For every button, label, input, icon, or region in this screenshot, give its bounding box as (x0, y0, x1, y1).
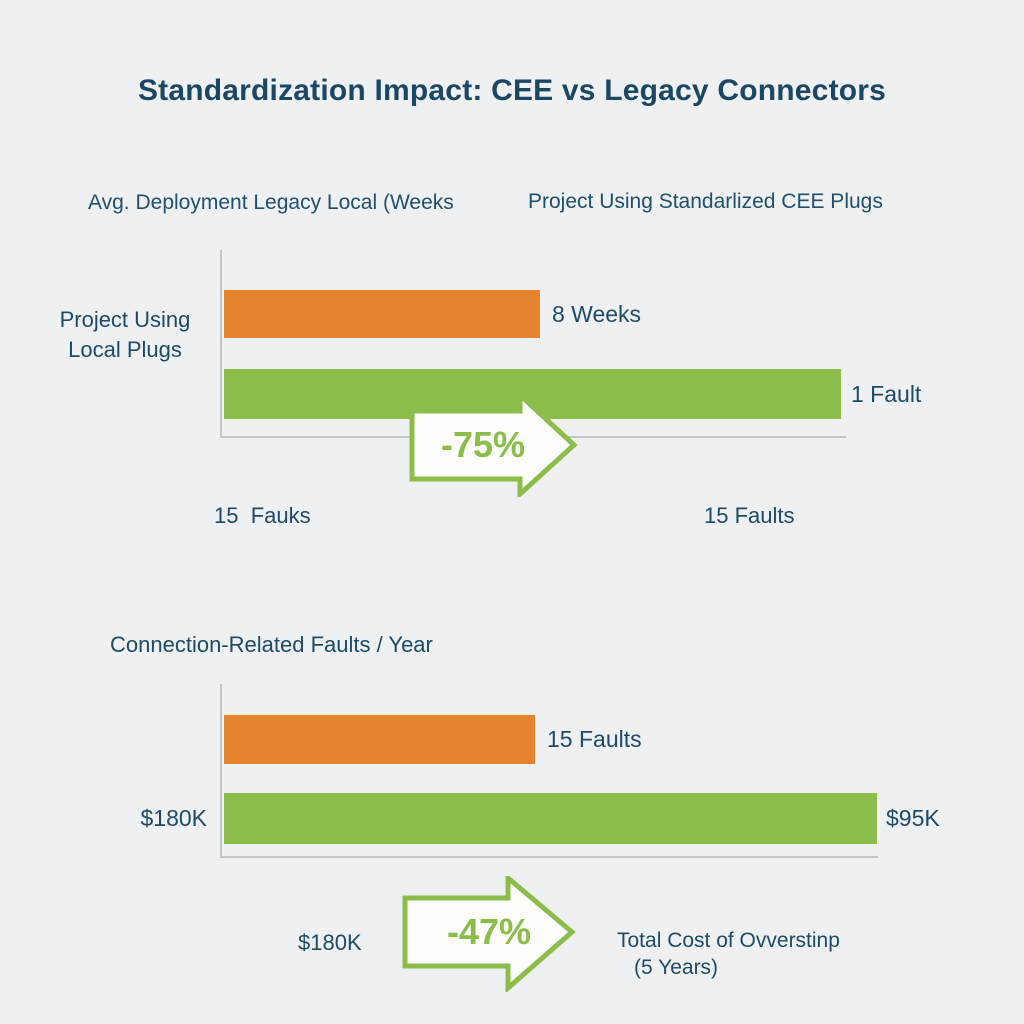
chart1-bar-legacy (224, 290, 540, 338)
chart1-footnote-left: 15 Fauks (214, 503, 311, 528)
chart2-y-axis (220, 684, 222, 858)
chart2-header: Connection-Related Faults / Year (110, 632, 433, 657)
chart2-bar-legacy-value: 15 Faults (547, 726, 642, 752)
chart2-arrow-label: -47% (446, 911, 532, 952)
chart2-left-value-label: $180K (140, 805, 207, 831)
chart1-header-left: Avg. Deployment Legacy Local (Weeks (88, 191, 454, 214)
chart2-reduction-arrow: -47% (400, 876, 580, 992)
chart2-bar-cee (224, 793, 877, 844)
chart1-category-label: Project Using Local Plugs (40, 305, 210, 365)
right-arrow-icon (409, 392, 578, 497)
right-arrow-icon (402, 876, 576, 992)
chart1-category-line1: Project Using (59, 307, 191, 332)
chart1-y-axis (220, 250, 222, 438)
chart2-bar-legacy (224, 715, 535, 764)
chart1-bar-cee-value: 1 Fault (851, 380, 922, 407)
chart1-bar-legacy-value: 8 Weeks (552, 300, 642, 327)
chart2-footnote-right-line2: (5 Years) (634, 956, 719, 979)
chart2-bar-cee-value: $95K (886, 805, 940, 831)
chart2-footnote-right-line1: Total Cost of Ovverstinp (617, 929, 840, 952)
chart2-footnote-left: $180K (298, 930, 362, 955)
chart2-x-axis (220, 856, 878, 858)
chart1-arrow-label: -75% (440, 424, 526, 465)
chart1-footnote-right: 15 Faults (704, 503, 795, 528)
chart1-header-right: Project Using Standarlized CEE Plugs (528, 190, 883, 213)
chart1-reduction-arrow: -75% (408, 392, 578, 497)
chart1-category-line2: Local Plugs (68, 337, 182, 362)
page-title: Standardization Impact: CEE vs Legacy Co… (137, 74, 887, 107)
